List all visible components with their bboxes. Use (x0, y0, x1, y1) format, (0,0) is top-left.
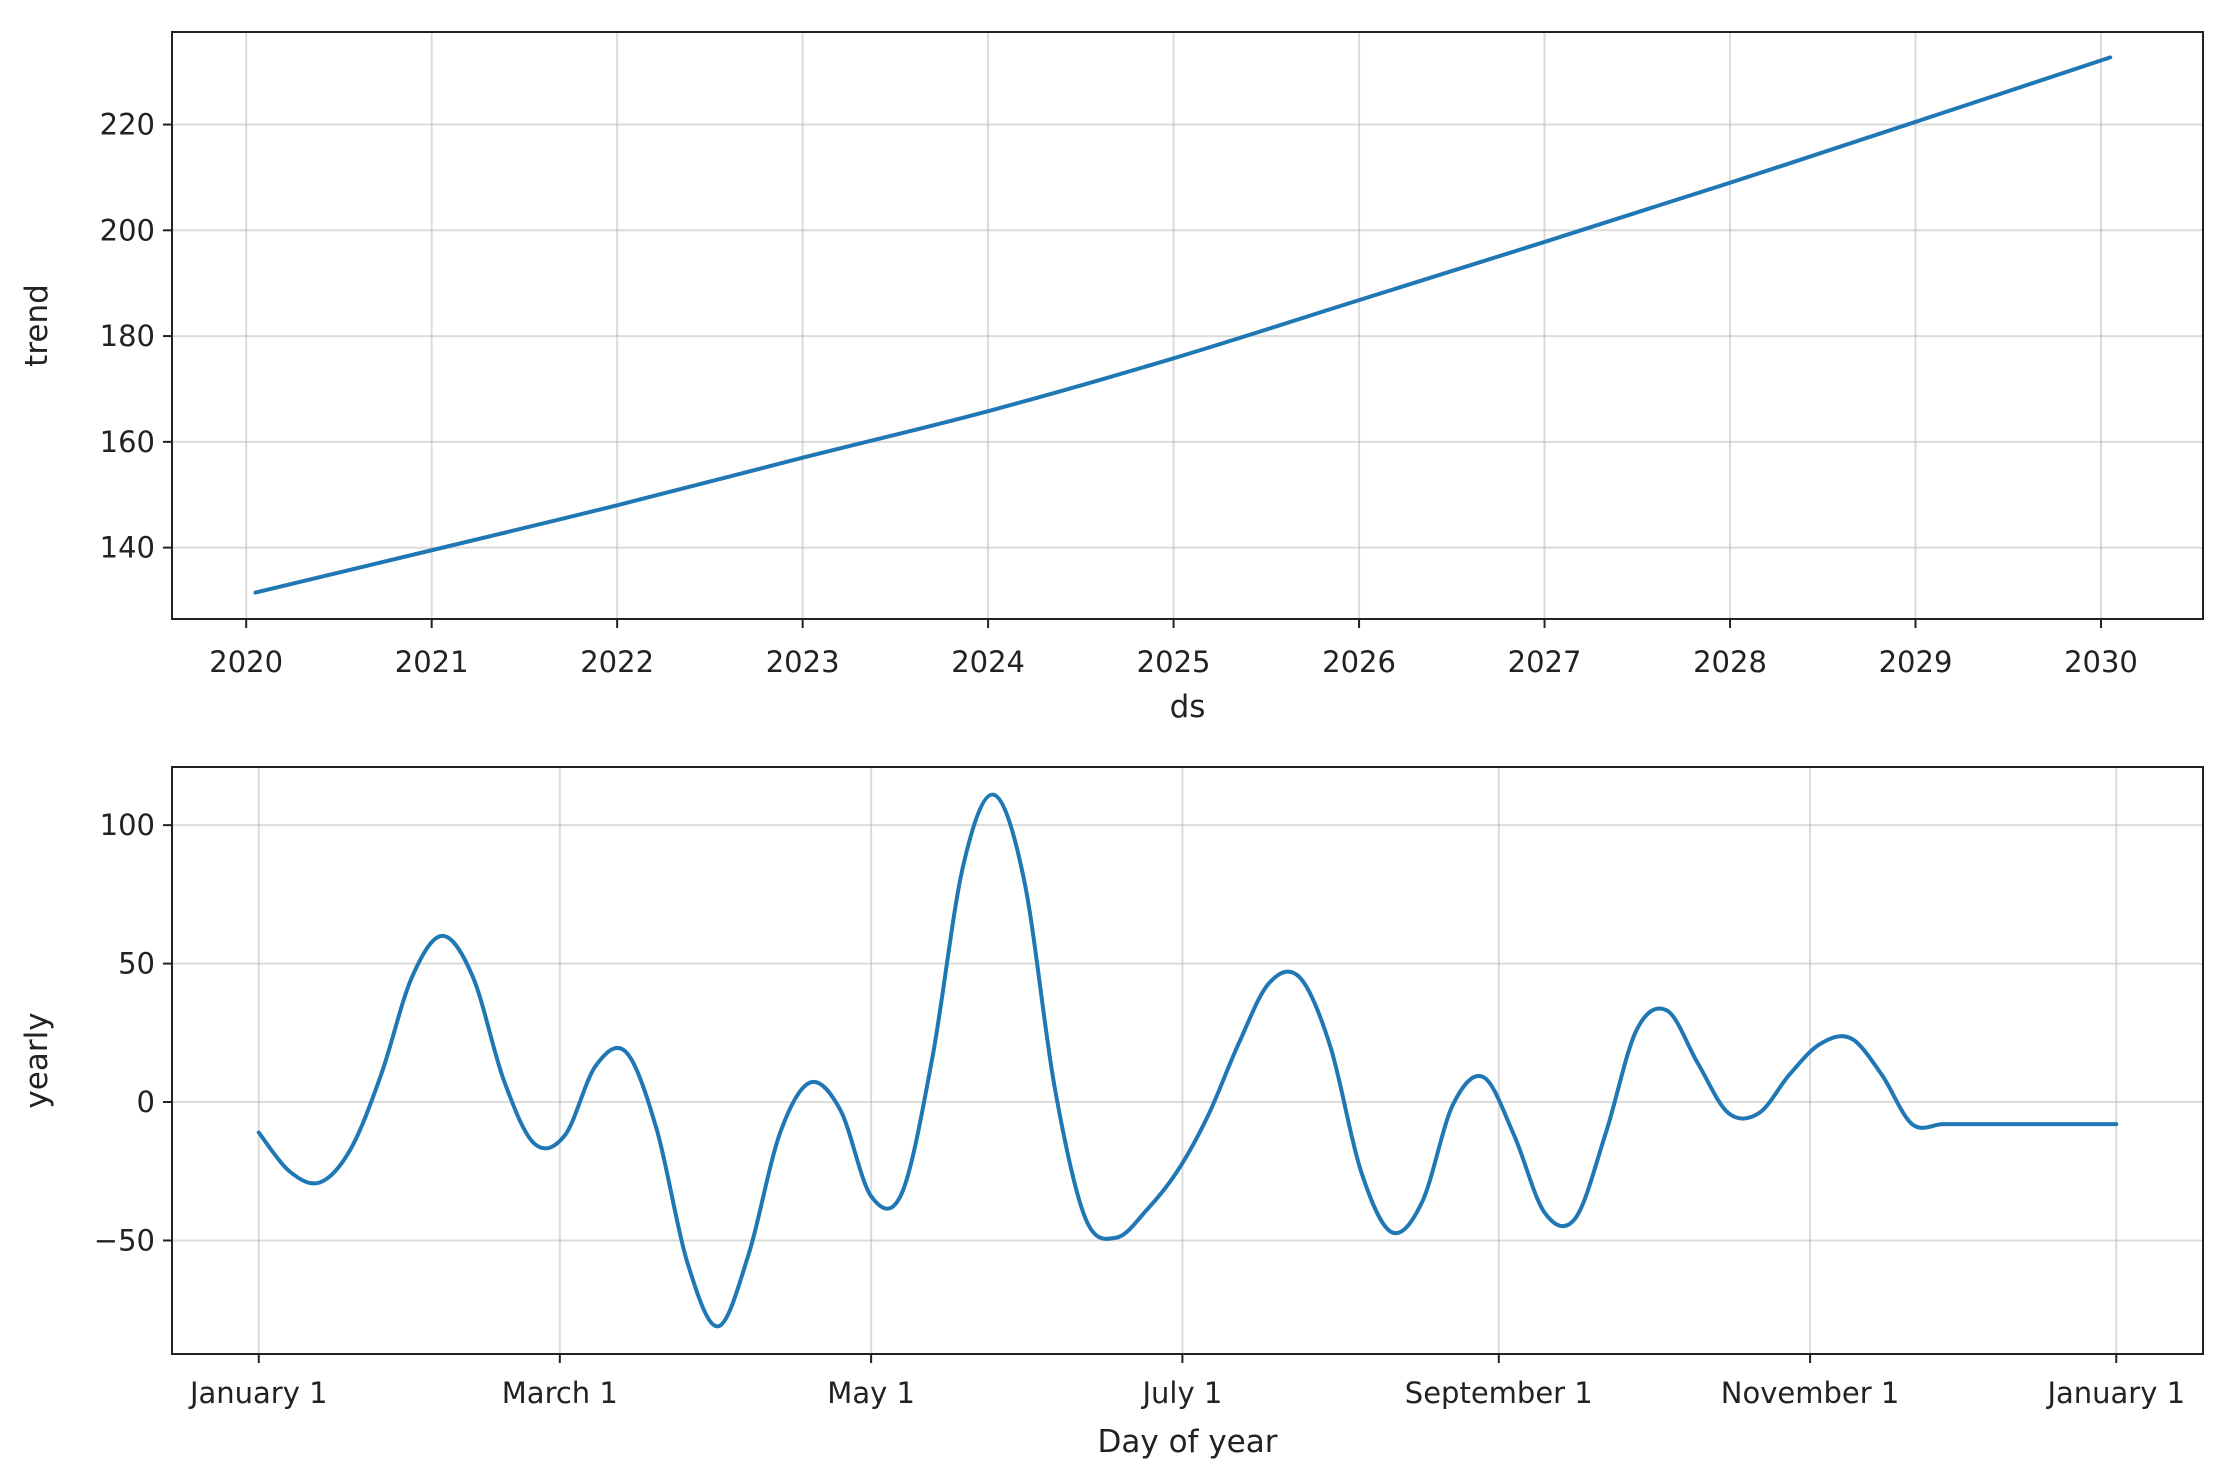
trend-grid (172, 32, 2203, 619)
trend-ticks: 2020 2021 2022 2023 2024 2025 2026 2027 2028 2029… (100, 108, 2138, 679)
yearly-x-tick-label: May 1 (827, 1376, 915, 1410)
trend-x-tick-label: 2023 (766, 645, 840, 679)
trend-plot-frame (171, 31, 2204, 620)
yearly-y-tick-label: 50 (118, 947, 155, 981)
yearly-x-tick-label: November 1 (1721, 1376, 1900, 1410)
trend-x-tick-label: 2030 (2064, 645, 2138, 679)
yearly-x-tick-label: March 1 (502, 1376, 618, 1410)
trend-y-tick-label: 140 (100, 531, 155, 565)
trend-x-tick-label: 2025 (1137, 645, 1211, 679)
yearly-x-tick-label: January 1 (188, 1376, 328, 1410)
yearly-x-tick-label: January 1 (2045, 1376, 2185, 1410)
yearly-plot-frame (171, 766, 2204, 1355)
trend-y-tick-label: 200 (100, 213, 155, 247)
yearly-series-line (256, 792, 2119, 1329)
trend-y-axis-label: trend (19, 284, 55, 367)
trend-y-tick-label: 220 (100, 108, 155, 142)
trend-x-tick-label: 2028 (1693, 645, 1767, 679)
trend-x-tick-label: 2026 (1322, 645, 1396, 679)
trend-x-tick-label: 2027 (1508, 645, 1582, 679)
yearly-ticks: January 1 March 1 May 1 July 1 September 1 No… (94, 808, 2185, 1410)
yearly-y-axis-label: yearly (19, 1012, 55, 1108)
yearly-y-tick-label: 100 (100, 808, 155, 842)
yearly-x-tick-label: July 1 (1140, 1376, 1222, 1410)
trend-y-tick-label: 180 (100, 319, 155, 353)
yearly-x-axis-label: Day of year (1098, 1424, 1278, 1460)
trend-x-tick-label: 2029 (1879, 645, 1953, 679)
yearly-y-tick-label: −50 (94, 1223, 155, 1257)
yearly-x-tick-label: September 1 (1405, 1376, 1593, 1410)
trend-x-tick-label: 2022 (580, 645, 654, 679)
trend-x-tick-label: 2020 (209, 645, 283, 679)
trend-y-tick-label: 160 (100, 425, 155, 459)
yearly-panel: January 1 March 1 May 1 July 1 September 1 No… (19, 766, 2204, 1460)
trend-x-tick-label: 2021 (395, 645, 469, 679)
trend-x-axis-label: ds (1170, 689, 1206, 725)
trend-panel: 2020 2021 2022 2023 2024 2025 2026 2027 2028 2029… (19, 31, 2204, 725)
trend-x-tick-label: 2024 (951, 645, 1025, 679)
trend-series-line (253, 55, 2113, 595)
yearly-y-tick-label: 0 (137, 1085, 155, 1119)
